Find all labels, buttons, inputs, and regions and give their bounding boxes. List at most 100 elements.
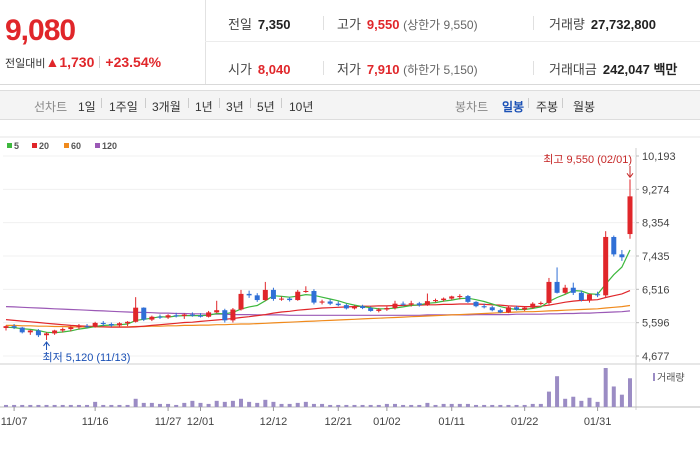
chart-period-tabs: 선차트 1일 1주일 3개월 1년 3년 5년 10년 봉차트 일봉 주봉 월봉: [0, 90, 700, 120]
candle-body: [522, 307, 528, 310]
volume-bar: [392, 403, 397, 407]
tab-3year[interactable]: 3년: [226, 100, 244, 114]
low-arrow-head-icon: [43, 341, 50, 347]
tab-1week[interactable]: 1주일: [109, 100, 138, 114]
candle-body: [173, 315, 179, 317]
volume-bar: [133, 398, 138, 407]
ma20-line: [5, 290, 631, 328]
x-tick-label: 12/21: [324, 416, 352, 428]
volume-bar: [498, 404, 503, 407]
price-change-row: 전일대비▲1,730 +23.54%: [5, 54, 161, 71]
y-tick-label: 7,435: [642, 251, 670, 263]
current-price-box: 9,080 전일대비▲1,730 +23.54%: [0, 0, 206, 84]
tab-monthly-candle[interactable]: 월봉: [573, 100, 596, 114]
volume-bar: [384, 403, 389, 407]
candle-body: [230, 309, 236, 321]
candle-body: [360, 306, 366, 309]
high-price: 고가 9,550 (상한가 9,550): [337, 14, 478, 33]
low-price-value: 7,910: [366, 62, 400, 77]
high-arrow-head-icon: [626, 173, 634, 179]
x-tick-label: 01/02: [373, 416, 401, 428]
volume-bar: [555, 376, 560, 407]
volume-bar: [303, 401, 308, 407]
tab-1year[interactable]: 1년: [195, 100, 213, 114]
tab-divider: [562, 98, 563, 108]
volume-bar: [52, 404, 57, 407]
x-tick-label: 01/11: [438, 416, 465, 428]
candle-body: [19, 327, 25, 333]
volume-value: 27,732,800: [590, 17, 656, 32]
candle-body: [416, 303, 422, 306]
x-tick-label: 01/22: [511, 416, 539, 428]
tab-10year[interactable]: 10년: [289, 100, 314, 114]
candle-body: [505, 307, 511, 313]
candle-body: [311, 290, 317, 303]
volume-bar: [360, 404, 365, 407]
tab-5year[interactable]: 5년: [257, 100, 275, 114]
tab-3month[interactable]: 3개월: [152, 100, 181, 114]
legend-label-ma120: 120: [102, 141, 117, 151]
candle-body: [457, 296, 463, 298]
volume-bar: [295, 402, 300, 407]
volume-bar: [619, 394, 624, 407]
volume-bar: [117, 404, 122, 407]
volume-bar: [603, 368, 608, 407]
info-divider: [533, 16, 534, 30]
volume-bar: [93, 401, 98, 407]
tab-divider: [145, 98, 146, 108]
candle-body: [84, 326, 90, 328]
volume-bar: [36, 404, 41, 407]
volume-bar: [166, 403, 171, 407]
tab-divider: [188, 98, 189, 108]
candle-body: [514, 307, 520, 310]
volume-bar: [522, 404, 527, 407]
volume-bar: [68, 404, 73, 407]
price-summary-panel: 9,080 전일대비▲1,730 +23.54% 전일 7,350 고가 9,550 …: [0, 0, 700, 85]
legend-swatch-ma5: [7, 143, 12, 148]
tab-daily-candle[interactable]: 일봉: [502, 100, 525, 114]
volume-bar: [474, 404, 479, 407]
open-price-value: 8,040: [257, 62, 291, 77]
tab-1day[interactable]: 1일: [78, 100, 96, 114]
candle-body: [108, 323, 114, 326]
volume-bar: [352, 404, 357, 407]
candle-body: [214, 310, 220, 313]
candle-body: [376, 309, 382, 311]
candle-body: [254, 295, 260, 301]
volume-bar: [417, 404, 422, 407]
info-row-divider: [205, 41, 700, 42]
candle-body: [595, 294, 601, 296]
volume-bar: [12, 404, 17, 407]
tab-weekly-candle[interactable]: 주봉: [536, 100, 559, 114]
candle-body: [27, 330, 33, 333]
volume-legend-swatch: [653, 373, 655, 381]
candle-body: [133, 307, 139, 322]
candle-body: [368, 308, 374, 311]
y-tick-label: 5,596: [642, 318, 670, 330]
volume-bar: [587, 397, 592, 407]
volume-bar: [611, 386, 616, 407]
volume-label: 거래량: [657, 372, 685, 384]
candle-body: [149, 316, 155, 320]
volume-bar: [28, 404, 33, 407]
tab-divider: [101, 98, 102, 108]
candle-body: [222, 310, 228, 321]
y-tick-label: 4,677: [642, 351, 670, 363]
candle-body: [279, 298, 285, 300]
volume-bar: [182, 402, 187, 407]
volume-bar: [490, 404, 495, 407]
candle-body: [303, 290, 309, 292]
ma5-line: [5, 249, 631, 334]
info-divider: [533, 61, 534, 75]
candle-body: [189, 314, 195, 316]
volume-bar: [101, 404, 106, 407]
volume-bar: [85, 404, 90, 407]
candle-body: [627, 196, 633, 235]
volume-bar: [311, 403, 316, 407]
candle-body: [157, 316, 163, 318]
trade-amount-value: 242,047 백만: [602, 62, 678, 77]
candle-body: [497, 310, 503, 313]
candle-body: [586, 294, 592, 301]
candle-body: [400, 303, 406, 305]
